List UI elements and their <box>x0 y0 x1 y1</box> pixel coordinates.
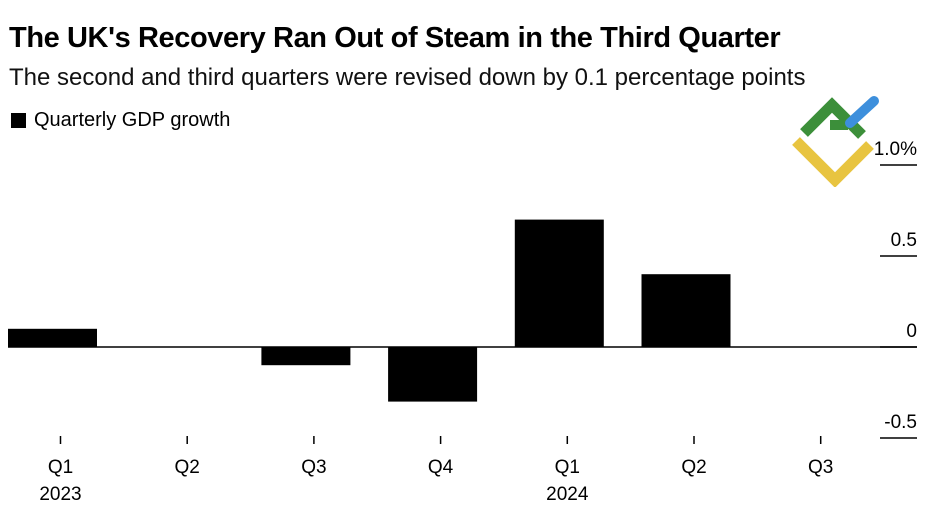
bar-2 <box>261 347 351 366</box>
x-tick-label: Q4 <box>428 457 454 478</box>
y-tick-label: -0.5 <box>884 412 917 433</box>
x-tick-label: Q1 <box>555 457 580 478</box>
x-tick-label: Q3 <box>301 457 326 478</box>
chart-subtitle: The second and third quarters were revis… <box>9 64 806 91</box>
bar-3 <box>388 347 478 402</box>
bar-0 <box>8 328 97 347</box>
x-year-label: 2023 <box>39 484 81 505</box>
bar-4 <box>514 219 604 347</box>
y-tick-label: 1.0% <box>874 139 917 160</box>
legend: Quarterly GDP growth <box>11 109 230 132</box>
x-tick-label: Q1 <box>48 457 73 478</box>
chart-title: The UK's Recovery Ran Out of Steam in th… <box>9 22 781 54</box>
y-tick-label: 0.5 <box>891 230 917 251</box>
legend-label: Quarterly GDP growth <box>34 109 231 131</box>
x-tick-label: Q2 <box>681 457 706 478</box>
x-year-label: 2024 <box>546 484 589 505</box>
bar-5 <box>641 274 731 347</box>
y-tick-label: 0 <box>906 321 917 342</box>
x-tick-label: Q3 <box>808 457 833 478</box>
legend-swatch <box>11 113 26 128</box>
x-tick-label: Q2 <box>175 457 200 478</box>
fx-logo-icon <box>792 96 879 187</box>
